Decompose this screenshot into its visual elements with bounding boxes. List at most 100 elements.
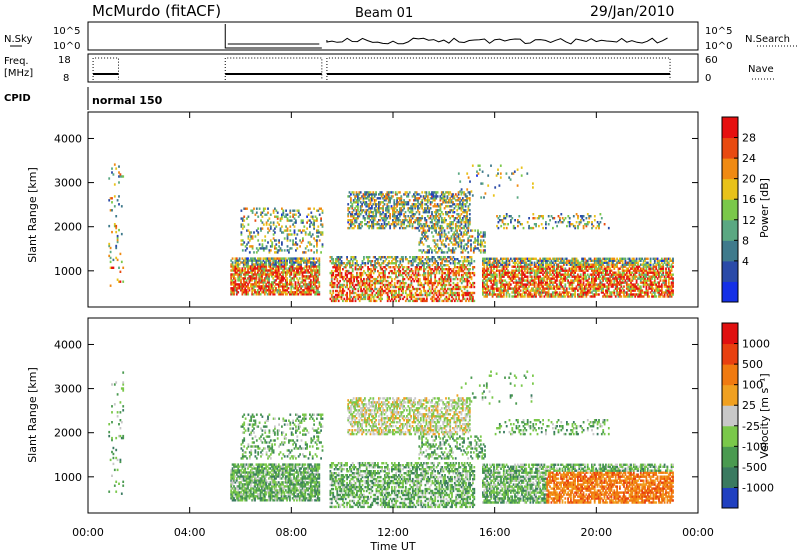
data-cell xyxy=(404,291,407,295)
data-cell xyxy=(448,295,451,299)
data-cell xyxy=(416,287,418,291)
data-cell xyxy=(258,287,261,290)
data-cell xyxy=(383,195,386,198)
data-cell xyxy=(429,193,432,196)
data-cell xyxy=(342,293,344,297)
data-cell xyxy=(420,262,423,265)
data-cell xyxy=(297,259,300,262)
data-cell xyxy=(463,277,466,281)
data-cell xyxy=(318,265,321,268)
data-cell xyxy=(391,260,393,263)
data-cell xyxy=(408,223,411,226)
data-cell xyxy=(469,273,471,277)
data-cell xyxy=(273,265,276,268)
data-cell xyxy=(283,271,286,274)
data-cell xyxy=(261,273,263,276)
data-cell xyxy=(420,268,423,271)
data-cell xyxy=(231,267,234,270)
data-cell xyxy=(372,281,375,285)
data-cell xyxy=(298,257,301,260)
data-cell xyxy=(519,289,522,292)
data-cell xyxy=(262,249,265,252)
data-cell xyxy=(429,217,432,220)
data-cell xyxy=(495,273,498,276)
data-cell xyxy=(402,256,404,259)
data-cell xyxy=(410,207,412,210)
data-cell xyxy=(418,260,421,263)
data-cell xyxy=(382,273,385,277)
data-cell xyxy=(466,285,469,289)
data-cell xyxy=(458,268,460,271)
data-cell xyxy=(383,199,386,202)
data-cell xyxy=(241,261,244,264)
data-cell xyxy=(402,268,404,271)
data-cell xyxy=(261,221,264,224)
data-cell xyxy=(462,295,465,299)
data-cell xyxy=(473,291,476,295)
data-cell xyxy=(368,268,371,271)
data-cell xyxy=(248,279,251,282)
data-cell xyxy=(272,281,275,284)
data-cell xyxy=(364,203,366,206)
data-cell xyxy=(379,191,382,194)
nave-tick-top: 60 xyxy=(705,55,718,66)
data-cell xyxy=(237,291,240,294)
data-cell xyxy=(289,269,291,272)
data-cell xyxy=(458,271,460,275)
data-cell xyxy=(364,283,367,287)
data-cell xyxy=(364,297,367,301)
data-cell xyxy=(365,213,368,216)
data-cell xyxy=(332,281,335,285)
data-cell xyxy=(244,283,247,286)
data-cell xyxy=(442,239,444,242)
data-cell xyxy=(390,207,393,210)
data-cell xyxy=(417,273,420,277)
data-cell xyxy=(451,258,453,261)
data-cell xyxy=(307,207,310,210)
data-cell xyxy=(286,229,289,232)
data-cell xyxy=(243,241,246,244)
data-cell xyxy=(429,203,432,206)
data-cell xyxy=(242,285,245,288)
data-cell xyxy=(279,247,282,250)
data-cell xyxy=(387,201,390,204)
data-cell xyxy=(385,219,387,222)
data-cell xyxy=(262,247,265,250)
data-cell xyxy=(425,224,428,228)
data-cell xyxy=(358,224,361,228)
data-cell xyxy=(286,235,289,238)
data-cell xyxy=(296,243,299,246)
data-cell xyxy=(404,226,407,230)
data-cell xyxy=(372,221,375,224)
data-cell xyxy=(237,261,240,264)
data-cell xyxy=(444,260,446,263)
data-cell xyxy=(395,289,397,293)
data-cell xyxy=(393,201,396,204)
data-cell xyxy=(282,285,284,288)
data-cell xyxy=(399,269,402,273)
data-cell xyxy=(272,289,275,292)
data-cell xyxy=(410,211,412,214)
data-cell xyxy=(299,213,301,216)
data-cell xyxy=(289,219,292,222)
data-cell xyxy=(356,283,358,287)
data-cell xyxy=(390,223,393,226)
data-cell xyxy=(238,279,241,282)
data-cell xyxy=(446,279,449,283)
data-cell xyxy=(417,271,420,275)
data-cell xyxy=(473,285,476,289)
data-cell xyxy=(303,261,305,264)
data-cell xyxy=(407,207,410,210)
data-cell xyxy=(346,281,348,285)
data-cell xyxy=(406,275,409,279)
data-cell xyxy=(289,267,291,270)
data-cell xyxy=(344,271,347,275)
data-cell xyxy=(407,293,410,297)
data-cell xyxy=(435,197,438,200)
data-cell xyxy=(257,215,260,218)
data-cell xyxy=(290,263,293,266)
data-cell xyxy=(448,256,451,259)
data-cell xyxy=(305,261,308,264)
data-cell xyxy=(354,264,357,267)
data-cell xyxy=(252,277,255,280)
